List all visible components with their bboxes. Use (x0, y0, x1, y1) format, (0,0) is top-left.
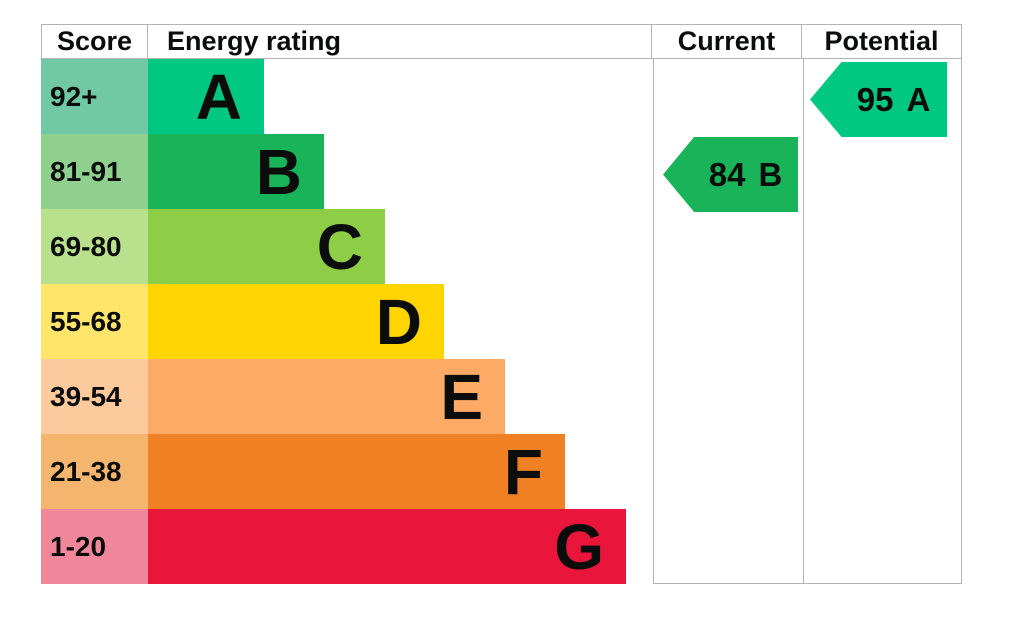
chart-header-row: Score Energy rating Current Potential (41, 24, 962, 59)
band-letter-b: B (255, 135, 302, 208)
band-row-e: 39-54 E (41, 359, 962, 434)
band-bar-c: C (148, 209, 385, 284)
band-score-label-g: 1-20 (50, 530, 107, 562)
potential-rating-arrow: 95 A (810, 62, 947, 137)
band-score-cell-d: 55-68 (41, 284, 148, 359)
band-row-g: 1-20 G (41, 509, 962, 584)
band-bar-e: E (148, 359, 505, 434)
band-score-label-e: 39-54 (50, 380, 122, 412)
band-letter-e: E (440, 360, 483, 433)
band-score-cell-f: 21-38 (41, 434, 148, 509)
potential-column-header: Potential (824, 26, 939, 56)
band-bar-d: D (148, 284, 444, 359)
band-letter-c: C (316, 210, 363, 283)
potential-rating-value: 95 (856, 80, 894, 118)
energy-rating-column-header: Energy rating (148, 25, 652, 58)
band-score-label-a: 92+ (50, 80, 98, 112)
band-score-cell-a: 92+ (41, 59, 148, 134)
band-row-c: 69-80 C (41, 209, 962, 284)
band-letter-f: F (503, 435, 543, 508)
band-row-d: 55-68 D (41, 284, 962, 359)
band-score-cell-g: 1-20 (41, 509, 148, 584)
band-row-a: 92+ A (41, 59, 962, 134)
current-rating-value: 84 (708, 155, 746, 193)
band-score-label-b: 81-91 (50, 155, 122, 187)
band-score-cell-e: 39-54 (41, 359, 148, 434)
current-rating-arrow: 84 B (663, 137, 798, 212)
current-column-header: Current (652, 25, 802, 58)
band-bar-a: A (148, 59, 264, 134)
band-row-f: 21-38 F (41, 434, 962, 509)
band-row-b: 81-91 B (41, 134, 962, 209)
band-score-label-c: 69-80 (50, 230, 122, 262)
band-score-cell-c: 69-80 (41, 209, 148, 284)
band-bar-f: F (148, 434, 565, 509)
band-score-label-d: 55-68 (50, 305, 122, 337)
band-bar-g: G (148, 509, 626, 584)
current-rating-letter: B (758, 155, 783, 193)
band-letter-a: A (195, 60, 242, 133)
epc-rating-chart: Score Energy rating Current Potential 92… (41, 24, 962, 586)
score-column-header: Score (42, 25, 148, 58)
band-score-label-f: 21-38 (50, 455, 122, 487)
band-bar-b: B (148, 134, 324, 209)
band-letter-g: G (554, 510, 604, 583)
potential-rating-letter: A (906, 80, 931, 118)
band-letter-d: D (375, 285, 422, 358)
chart-body: 92+ A 81-91 B 69-80 C 55-68 (41, 59, 962, 586)
band-score-cell-b: 81-91 (41, 134, 148, 209)
